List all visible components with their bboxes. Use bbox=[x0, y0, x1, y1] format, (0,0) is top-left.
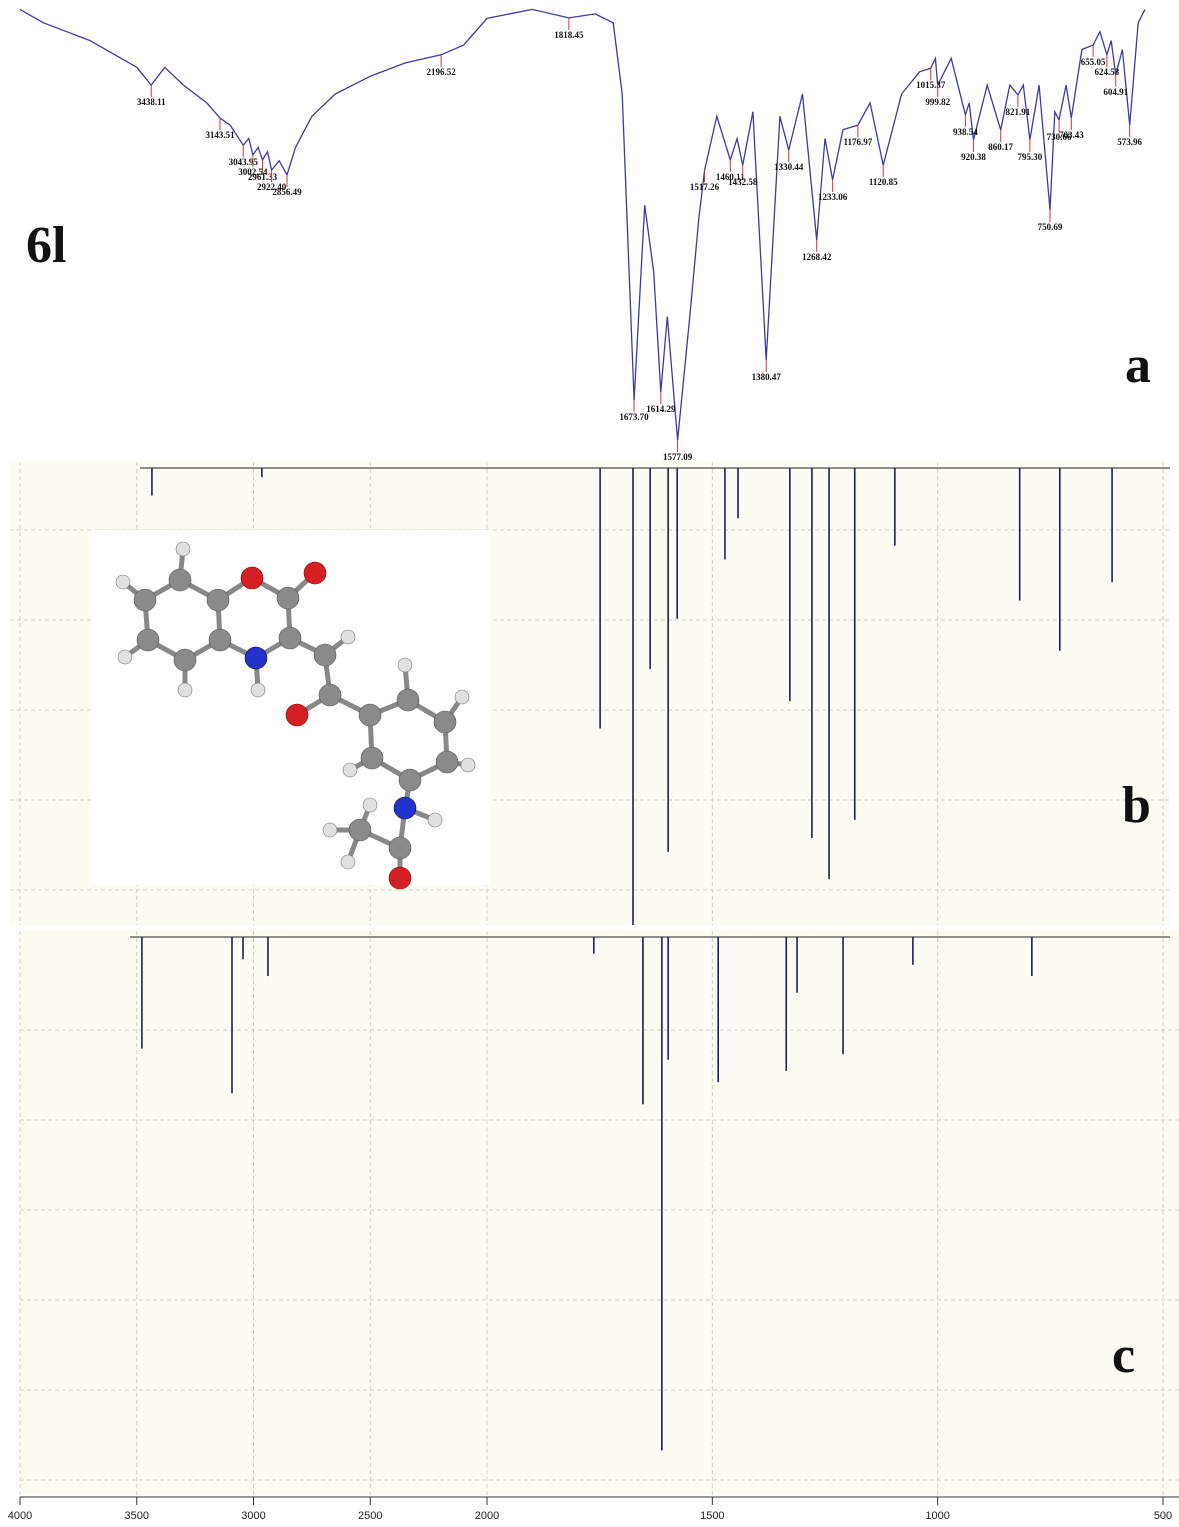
x-tick-label: 2000 bbox=[475, 1510, 499, 1522]
peak-label: 3002.54 bbox=[238, 167, 268, 177]
peak-label: 920.38 bbox=[961, 152, 986, 162]
x-tick-label: 2500 bbox=[358, 1510, 382, 1522]
peak-label: 999.82 bbox=[925, 97, 950, 107]
peak-label: 1380.47 bbox=[752, 372, 782, 382]
panel-label: b bbox=[1122, 777, 1151, 834]
compound-label: 6l bbox=[26, 217, 66, 274]
peak-label: 750.69 bbox=[1038, 222, 1063, 232]
panel-c-bg bbox=[20, 930, 1179, 1495]
h-grid bbox=[10, 529, 1179, 1481]
x-tick-label: 500 bbox=[1154, 1510, 1172, 1522]
peak-label: 703.43 bbox=[1059, 130, 1084, 140]
x-tick-label: 1000 bbox=[925, 1510, 949, 1522]
peak-label: 1015.37 bbox=[916, 80, 946, 90]
molecule bbox=[92, 530, 490, 890]
x-tick-label: 3000 bbox=[241, 1510, 265, 1522]
peak-label: 3043.95 bbox=[229, 157, 259, 167]
marks: 3438.11 3143.51 3043.953002.542961.332922.… bbox=[19, 8, 1170, 1451]
panel-label: c bbox=[1112, 1327, 1135, 1384]
peak-label: 1330.44 bbox=[774, 162, 804, 172]
peak-label: 1120.85 bbox=[869, 177, 898, 187]
peak-label: 655.05 bbox=[1081, 57, 1106, 67]
spectrum-line bbox=[19, 8, 1146, 441]
peak-label: 1517.26 bbox=[690, 182, 720, 192]
peak-label: 2856.49 bbox=[272, 187, 302, 197]
peak-label: 2922.40 bbox=[257, 182, 287, 192]
peak-label: 2196.52 bbox=[426, 67, 456, 77]
peak-label: 1432.58 bbox=[728, 177, 758, 187]
peak-label: 604.91 bbox=[1103, 87, 1128, 97]
peak-label: 3438.11 bbox=[137, 97, 166, 107]
peak-label: 624.53 bbox=[1095, 67, 1120, 77]
x-tick-label: 1500 bbox=[700, 1510, 724, 1522]
peak-label: 1818.45 bbox=[554, 30, 584, 40]
v-grid bbox=[19, 462, 1164, 1495]
peak-label: 1673.70 bbox=[619, 412, 649, 422]
peak-label: 821.91 bbox=[1006, 107, 1031, 117]
peak-label: 1268.42 bbox=[802, 252, 832, 262]
x-tick-label: 3500 bbox=[125, 1510, 149, 1522]
peak-label: 795.30 bbox=[1018, 152, 1043, 162]
peak-label: 2961.33 bbox=[248, 172, 278, 182]
peak-label: 3143.51 bbox=[205, 130, 235, 140]
peak-label: 1233.06 bbox=[818, 192, 848, 202]
peak-label: 573.96 bbox=[1117, 137, 1142, 147]
peak-label: 1460.11 bbox=[716, 172, 745, 182]
peak-label: 1176.97 bbox=[844, 137, 873, 147]
panel-label: a bbox=[1125, 337, 1151, 394]
peak-label: 860.17 bbox=[988, 142, 1013, 152]
peak-label: 1614.29 bbox=[646, 404, 676, 414]
peak-label: 938.54 bbox=[953, 127, 978, 137]
x-tick-label: 4000 bbox=[8, 1510, 32, 1522]
peak-label: 1577.09 bbox=[663, 452, 693, 462]
peak-label: 730.66 bbox=[1047, 132, 1072, 142]
